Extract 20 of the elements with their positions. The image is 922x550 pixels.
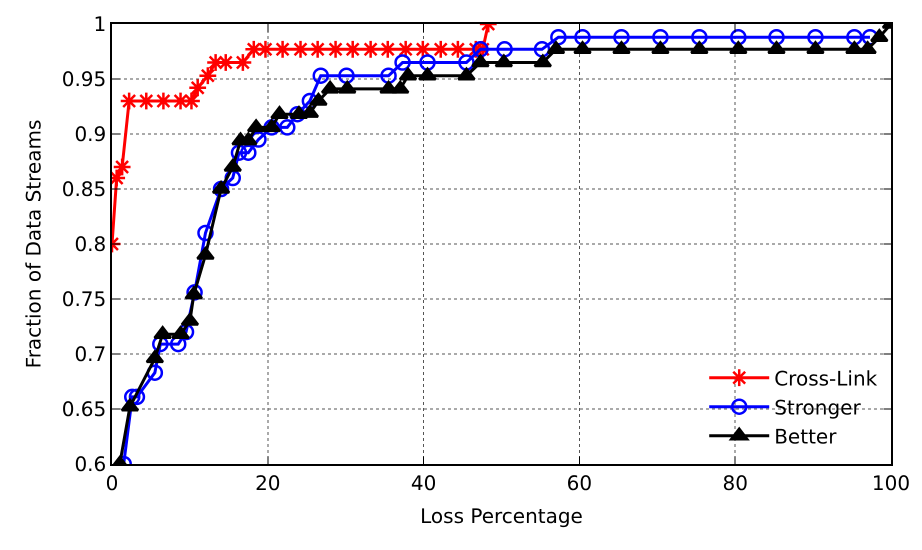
x-tick-label: 0 xyxy=(106,470,118,495)
y-tick-label: 0.8 xyxy=(74,232,106,256)
x-tick-label: 80 xyxy=(722,470,748,495)
x-axis-title: Loss Percentage xyxy=(420,504,583,528)
y-tick-label: 0.7 xyxy=(74,342,106,366)
x-tick-label: 100 xyxy=(872,470,910,495)
x-tick-label: 40 xyxy=(410,470,436,495)
y-tick-label: 0.85 xyxy=(62,177,106,201)
y-tick-label: 1 xyxy=(94,12,106,36)
legend-label: Stronger xyxy=(774,396,862,420)
y-tick-label: 0.75 xyxy=(62,287,106,311)
x-tick-label: 60 xyxy=(566,470,592,495)
y-tick-label: 0.9 xyxy=(74,122,106,146)
y-tick-label: 0.65 xyxy=(62,397,106,421)
legend-label: Better xyxy=(774,424,838,448)
legend-label: Cross-Link xyxy=(774,366,878,390)
x-tick-label: 20 xyxy=(255,470,281,495)
y-tick-label: 0.6 xyxy=(74,452,106,476)
y-tick-label: 0.95 xyxy=(62,67,106,91)
y-axis-title: Fraction of Data Streams xyxy=(22,120,46,368)
